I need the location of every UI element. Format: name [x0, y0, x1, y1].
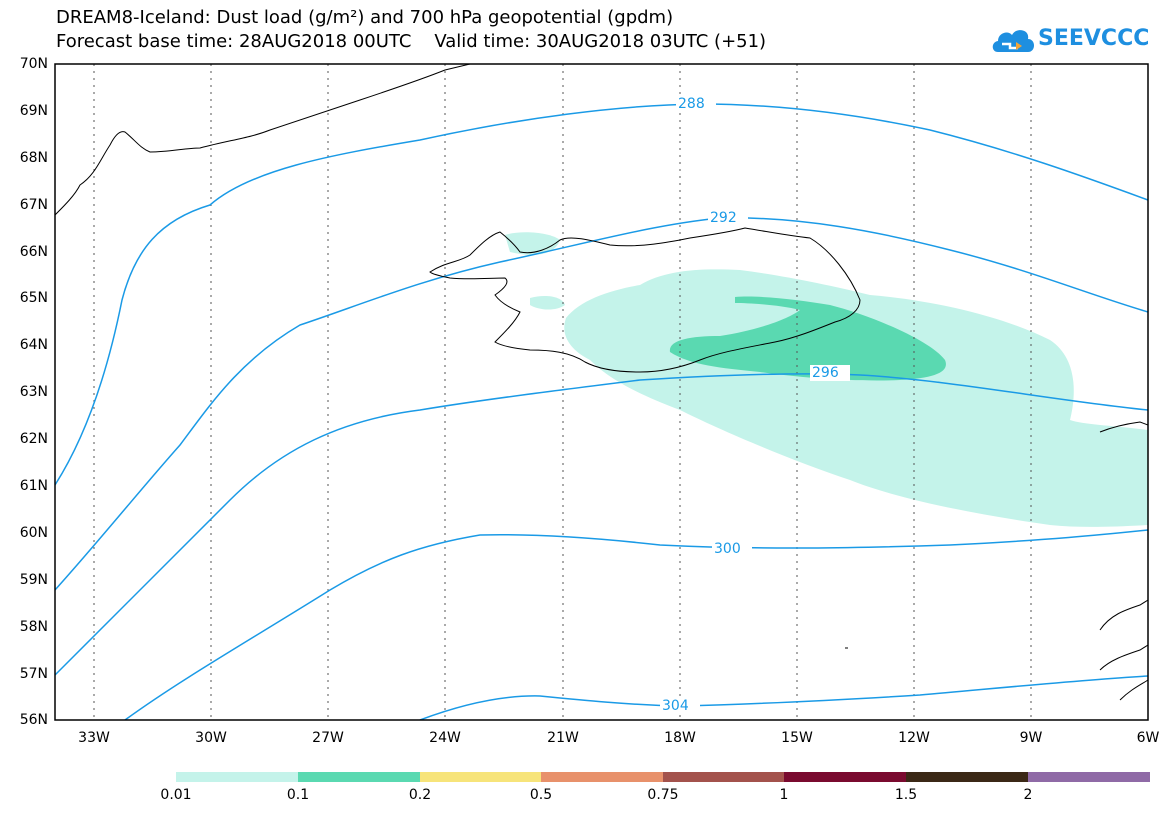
contour-label-304: 304: [662, 698, 689, 714]
lat-label: 67N: [19, 197, 48, 213]
lat-label: 59N: [19, 572, 48, 588]
geopotential-contours: [55, 103, 1148, 720]
lon-label: 24W: [429, 730, 461, 746]
lat-label: 57N: [19, 666, 48, 682]
contour-label-292: 292: [710, 210, 737, 226]
lat-label: 66N: [19, 244, 48, 260]
lon-label: 18W: [664, 730, 696, 746]
lat-label: 60N: [19, 525, 48, 541]
contour-label-300: 300: [714, 541, 741, 557]
colorbar-segment: [663, 772, 784, 782]
colorbar-label: 1.5: [894, 787, 918, 803]
colorbar-label: 0.01: [160, 787, 192, 803]
dust-area-mid: [669, 296, 946, 381]
colorbar-segment: [420, 772, 541, 782]
lat-label: 56N: [19, 712, 48, 728]
lon-label: 9W: [1019, 730, 1043, 746]
lon-label: 15W: [781, 730, 813, 746]
colorbar-label: 0.75: [647, 787, 679, 803]
colorbar-segment: [541, 772, 663, 782]
colorbar-label: 0.5: [529, 787, 553, 803]
map-title: DREAM8-Iceland: Dust load (g/m²) and 700…: [56, 7, 674, 28]
logo-text: SEEVCCC: [1038, 26, 1150, 51]
lat-label: 63N: [19, 384, 48, 400]
lon-label: 6W: [1136, 730, 1160, 746]
lat-label: 68N: [19, 150, 48, 166]
colorbar-label: 1: [779, 787, 789, 803]
graticule: [93, 64, 1032, 720]
colorbar-label: 0.2: [408, 787, 432, 803]
lat-label: 61N: [19, 478, 48, 494]
lat-label: 69N: [19, 103, 48, 119]
coastline: [55, 64, 1148, 701]
colorbar-segment: [784, 772, 906, 782]
lon-label: 33W: [78, 730, 110, 746]
contour-label-296: 296: [812, 365, 839, 381]
lon-label: 21W: [547, 730, 579, 746]
map-subtitle: Forecast base time: 28AUG2018 00UTC Vali…: [56, 31, 767, 52]
lat-label: 65N: [19, 290, 48, 306]
contour-label-288: 288: [678, 96, 705, 112]
colorbar-segment: [1028, 772, 1150, 782]
colorbar-segment: [906, 772, 1028, 782]
lon-label: 12W: [898, 730, 930, 746]
lat-label: 62N: [19, 431, 48, 447]
cloud-icon: [992, 30, 1034, 52]
contour-labels: [660, 96, 850, 714]
seevccc-logo: SEEVCCC: [990, 20, 1170, 60]
lat-label: 70N: [19, 56, 48, 72]
lat-label: 64N: [19, 337, 48, 353]
colorbar-label: 0.1: [286, 787, 310, 803]
lon-label: 27W: [312, 730, 344, 746]
lat-label: 58N: [19, 619, 48, 635]
colorbar-segment: [298, 772, 420, 782]
colorbar-label: 2: [1023, 787, 1033, 803]
dust-area-low: [564, 269, 1148, 527]
lon-label: 30W: [195, 730, 227, 746]
colorbar-segment: [176, 772, 298, 782]
